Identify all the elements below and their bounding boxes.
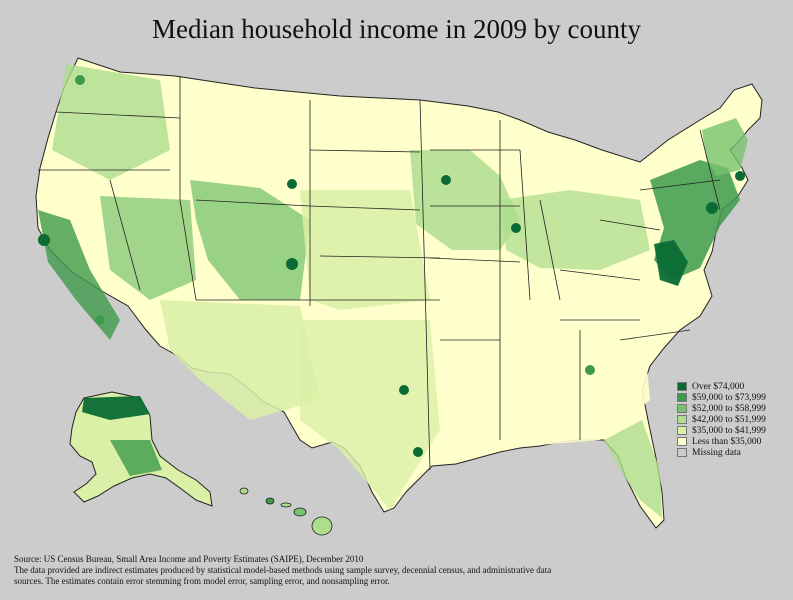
region-great-lakes [500, 190, 650, 270]
hawaii-island-big [311, 516, 333, 536]
legend-item: $42,000 to $51,999 [677, 414, 766, 425]
legend: Over $74,000 $59,000 to $73,999 $52,000 … [677, 381, 766, 458]
legend-label: Over $74,000 [692, 381, 745, 392]
hotspot-atlanta [585, 365, 595, 375]
legend-label: $52,000 to $58,999 [692, 403, 766, 414]
state-borders [38, 76, 721, 471]
legend-label: Less than $35,000 [692, 436, 762, 447]
hotspot-bay-area [38, 234, 50, 246]
region-florida [604, 420, 662, 518]
legend-item: $59,000 to $73,999 [677, 392, 766, 403]
region-dc-maryland [654, 240, 688, 286]
region-wyoming-colorado [190, 180, 310, 300]
legend-label: $59,000 to $73,999 [692, 392, 766, 403]
hawaii-island-kauai [239, 487, 249, 495]
legend-label: $42,000 to $51,999 [692, 414, 766, 425]
region-new-england [702, 118, 748, 176]
hotspot-houston [413, 447, 423, 457]
hotspot-boston [735, 171, 745, 181]
legend-swatch [677, 404, 687, 413]
legend-swatch [677, 382, 687, 391]
region-california-coast [38, 210, 120, 340]
hawaii-island-maui [293, 507, 307, 517]
region-southwest [160, 300, 320, 420]
hotspot-new-york [706, 202, 718, 214]
region-plains [300, 190, 430, 310]
region-alaska-south [110, 440, 162, 476]
legend-swatch [677, 426, 687, 435]
hawaii-island-oahu [265, 497, 275, 505]
income-regions [38, 64, 748, 518]
region-texas [300, 320, 440, 510]
map-title: Median household income in 2009 by count… [152, 14, 641, 44]
region-nevada-utah [100, 196, 196, 300]
legend-item: Over $74,000 [677, 381, 766, 392]
hawaii-island-molokai [280, 502, 292, 508]
region-upper-midwest [410, 150, 520, 250]
legend-label: $35,000 to $41,999 [692, 425, 766, 436]
legend-label: Missing data [692, 447, 741, 458]
source-line: The data provided are indirect estimates… [14, 565, 552, 575]
source-note: Source: US Census Bureau, Small Area Inc… [14, 554, 784, 587]
legend-swatch [677, 448, 687, 457]
hawaii [239, 487, 333, 536]
legend-item: $35,000 to $41,999 [677, 425, 766, 436]
legend-item: Less than $35,000 [677, 436, 766, 447]
hotspot-minneapolis [441, 175, 451, 185]
source-line: Source: US Census Bureau, Small Area Inc… [14, 554, 364, 564]
legend-swatch [677, 393, 687, 402]
hotspot-dallas [399, 385, 409, 395]
legend-item: $52,000 to $58,999 [677, 403, 766, 414]
region-appalachia [540, 270, 630, 330]
source-line: sources. The estimates contain error ste… [14, 576, 390, 586]
hotspot-chicago [511, 223, 521, 233]
legend-item: Missing data [677, 447, 766, 458]
hotspot-denver [286, 258, 298, 270]
hotspot-los-angeles [95, 315, 105, 325]
region-pacific-northwest [52, 64, 170, 180]
legend-swatch [677, 415, 687, 424]
region-alaska-north [82, 396, 150, 420]
hotspot-seattle [75, 75, 85, 85]
metro-hotspots [38, 75, 745, 457]
legend-swatch [677, 437, 687, 446]
hotspot-wyoming [287, 179, 297, 189]
